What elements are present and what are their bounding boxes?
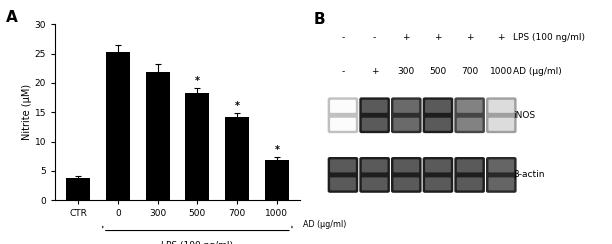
FancyBboxPatch shape: [394, 118, 419, 131]
FancyBboxPatch shape: [330, 159, 356, 173]
Text: -: -: [341, 67, 345, 76]
FancyBboxPatch shape: [488, 100, 514, 113]
FancyBboxPatch shape: [330, 118, 356, 131]
FancyBboxPatch shape: [457, 118, 482, 131]
FancyBboxPatch shape: [488, 118, 514, 131]
FancyBboxPatch shape: [362, 177, 387, 190]
FancyBboxPatch shape: [488, 159, 514, 173]
FancyBboxPatch shape: [486, 157, 517, 193]
FancyBboxPatch shape: [457, 159, 482, 173]
FancyBboxPatch shape: [327, 97, 358, 133]
Text: 500: 500: [430, 67, 447, 76]
FancyBboxPatch shape: [457, 100, 482, 113]
FancyBboxPatch shape: [330, 100, 356, 113]
FancyBboxPatch shape: [359, 97, 390, 133]
FancyBboxPatch shape: [486, 97, 517, 133]
FancyBboxPatch shape: [394, 177, 419, 190]
FancyBboxPatch shape: [327, 157, 358, 193]
FancyBboxPatch shape: [425, 118, 451, 131]
Text: 300: 300: [398, 67, 415, 76]
FancyBboxPatch shape: [394, 100, 419, 113]
FancyBboxPatch shape: [454, 157, 485, 193]
FancyBboxPatch shape: [488, 177, 514, 190]
Text: *: *: [195, 76, 200, 86]
Text: AD (μg/ml): AD (μg/ml): [513, 67, 562, 76]
Text: +: +: [434, 33, 442, 42]
Text: -: -: [341, 33, 345, 42]
Bar: [106, 52, 130, 200]
FancyBboxPatch shape: [423, 157, 453, 193]
FancyBboxPatch shape: [425, 159, 451, 173]
FancyBboxPatch shape: [425, 100, 451, 113]
FancyBboxPatch shape: [362, 159, 387, 173]
Text: LPS (100 ng/ml): LPS (100 ng/ml): [162, 241, 233, 244]
Text: B: B: [313, 12, 325, 27]
Y-axis label: Nitrite (μM): Nitrite (μM): [22, 84, 32, 140]
Text: +: +: [371, 67, 378, 76]
FancyBboxPatch shape: [391, 157, 422, 193]
FancyBboxPatch shape: [454, 97, 485, 133]
Text: 1000: 1000: [490, 67, 513, 76]
Text: A: A: [6, 10, 18, 25]
Text: LPS (100 ng/ml): LPS (100 ng/ml): [513, 33, 585, 42]
FancyBboxPatch shape: [362, 100, 387, 113]
FancyBboxPatch shape: [391, 97, 422, 133]
Text: 700: 700: [461, 67, 478, 76]
Text: AD (μg/ml): AD (μg/ml): [303, 220, 346, 229]
Text: iNOS: iNOS: [513, 111, 535, 120]
FancyBboxPatch shape: [394, 159, 419, 173]
Text: +: +: [403, 33, 410, 42]
Text: +: +: [466, 33, 474, 42]
Text: *: *: [234, 101, 239, 111]
FancyBboxPatch shape: [457, 177, 482, 190]
FancyBboxPatch shape: [425, 177, 451, 190]
Bar: [225, 117, 249, 200]
FancyBboxPatch shape: [362, 118, 387, 131]
Bar: [146, 72, 170, 200]
Text: -: -: [373, 33, 376, 42]
Text: β-actin: β-actin: [513, 170, 545, 179]
Text: *: *: [274, 145, 279, 155]
FancyBboxPatch shape: [359, 157, 390, 193]
FancyBboxPatch shape: [330, 177, 356, 190]
Text: +: +: [498, 33, 505, 42]
Bar: [185, 93, 209, 200]
FancyBboxPatch shape: [423, 97, 453, 133]
Bar: [66, 178, 90, 200]
Bar: [265, 160, 289, 200]
